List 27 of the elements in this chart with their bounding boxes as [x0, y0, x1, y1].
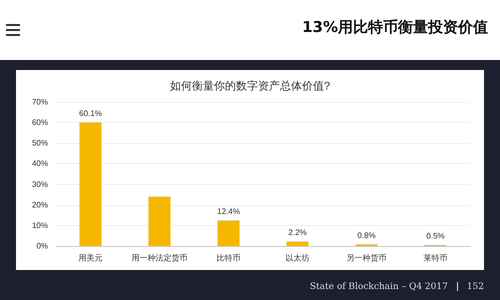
bar [286, 241, 309, 246]
y-tick-label: 30% [32, 180, 48, 189]
x-tick-label: 另一种货币 [346, 254, 386, 262]
text: State of Blockchain – Q4 2017 [310, 282, 448, 292]
data-label: 60.1% [79, 108, 102, 118]
x-tick-label: 用美元 [78, 254, 102, 262]
y-tick-label: 20% [32, 200, 48, 210]
y-tick-label: 70% [32, 98, 48, 106]
x-tick-label: 用一种法定货币 [132, 254, 188, 262]
y-tick-label: 50% [32, 138, 48, 148]
bar [79, 122, 102, 246]
x-tick-label: 以太坊 [286, 254, 310, 262]
x-tick-label: 比特币 [216, 254, 240, 262]
bar [148, 196, 171, 246]
data-label: 0.5% [426, 231, 445, 240]
chart-title: 13%用比特币衡量投资价值 [302, 18, 488, 37]
y-tick-label: 40% [32, 159, 48, 168]
data-label: 0.8% [357, 230, 376, 240]
bar [217, 220, 240, 246]
text: 152 [466, 282, 484, 292]
y-tick-label: 10% [32, 220, 48, 230]
y-tick-label: 60% [32, 118, 48, 128]
data-label: 2.2% [288, 228, 307, 237]
x-tick-label: 莱特币 [424, 254, 448, 262]
data-label: 12.4% [217, 206, 240, 216]
chart-subtitle: 如何衡量你的数字资产总体价值? [170, 80, 330, 92]
y-tick-label: 0% [36, 242, 48, 250]
